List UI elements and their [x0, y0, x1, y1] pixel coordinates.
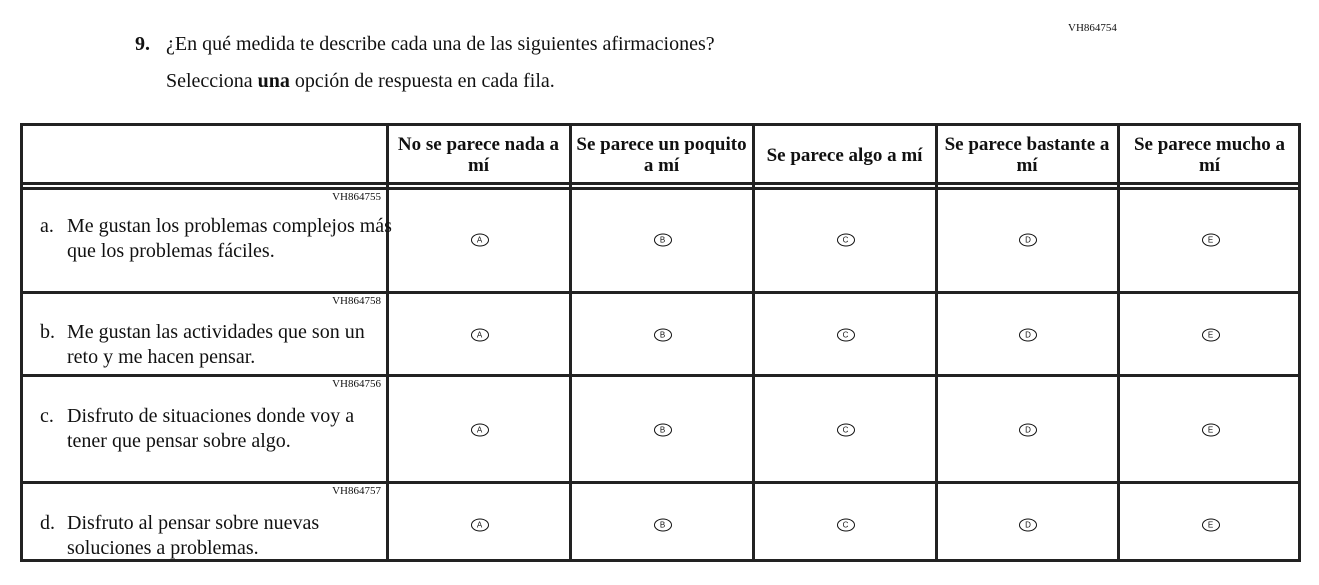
radio-option-b[interactable]: B	[653, 328, 672, 342]
instruction-bold: una	[257, 70, 290, 92]
question-instruction: Selecciona una opción de respuesta en ca…	[166, 70, 555, 93]
column-divider	[569, 123, 572, 562]
radio-option-b[interactable]: B	[653, 423, 672, 437]
row-divider	[20, 481, 1301, 484]
column-header: Se parece mucho a mí	[1133, 134, 1286, 176]
instruction-post: opción de respuesta en cada fila.	[289, 70, 555, 92]
row-divider	[20, 182, 1301, 185]
radio-option-e[interactable]: E	[1201, 423, 1220, 437]
radio-option-a[interactable]: A	[470, 233, 489, 247]
row-id: VH864755	[332, 191, 381, 203]
radio-option-a[interactable]: A	[470, 328, 489, 342]
row-divider	[20, 374, 1301, 377]
column-divider	[935, 123, 938, 562]
radio-option-c[interactable]: C	[836, 328, 855, 342]
question-number: 9.	[135, 33, 150, 55]
column-header: Se parece un poquito a mí	[576, 134, 747, 176]
row-statement: b. Me gustan las actividades que son un r…	[40, 320, 397, 370]
radio-option-c[interactable]: C	[836, 423, 855, 437]
radio-option-d[interactable]: D	[1019, 518, 1037, 532]
radio-option-c[interactable]: C	[836, 518, 855, 532]
radio-option-a[interactable]: A	[470, 518, 489, 532]
radio-option-e[interactable]: E	[1201, 328, 1220, 342]
row-id: VH864757	[332, 485, 381, 497]
row-text: Me gustan los problemas complejos más qu…	[67, 215, 392, 262]
question-text: ¿En qué medida te describe cada una de l…	[166, 33, 715, 55]
row-statement: d. Disfruto al pensar sobre nuevas soluci…	[40, 511, 397, 561]
instruction-pre: Selecciona	[166, 70, 258, 92]
row-text: Disfruto al pensar sobre nuevas solucion…	[67, 512, 320, 559]
row-id: VH864756	[332, 378, 381, 390]
row-letter: a.	[40, 215, 54, 237]
radio-option-e[interactable]: E	[1201, 518, 1220, 532]
column-header: Se parece bastante a mí	[944, 134, 1110, 176]
column-divider	[386, 123, 389, 562]
radio-option-e[interactable]: E	[1201, 233, 1220, 247]
row-statement: c. Disfruto de situaciones donde voy a te…	[40, 404, 397, 454]
row-text: Disfruto de situaciones donde voy a tene…	[67, 405, 355, 452]
row-letter: d.	[40, 512, 55, 534]
row-letter: b.	[40, 321, 55, 343]
row-divider	[20, 187, 1301, 190]
row-statement: a. Me gustan los problemas complejos más …	[40, 214, 397, 264]
radio-option-d[interactable]: D	[1019, 328, 1037, 342]
question-id: VH864754	[1068, 22, 1117, 34]
radio-option-c[interactable]: C	[836, 233, 855, 247]
row-letter: c.	[40, 405, 54, 427]
row-text: Me gustan las actividades que son un ret…	[67, 321, 365, 368]
column-header: Se parece algo a mí	[766, 144, 923, 166]
response-table	[20, 123, 1301, 562]
radio-option-d[interactable]: D	[1019, 233, 1037, 247]
radio-option-d[interactable]: D	[1019, 423, 1037, 437]
radio-option-b[interactable]: B	[653, 518, 672, 532]
radio-option-a[interactable]: A	[470, 423, 489, 437]
column-header: No se parece nada a mí	[397, 134, 560, 176]
row-divider	[20, 291, 1301, 294]
column-divider	[752, 123, 755, 562]
column-divider	[1117, 123, 1120, 562]
radio-option-b[interactable]: B	[653, 233, 672, 247]
row-id: VH864758	[332, 295, 381, 307]
